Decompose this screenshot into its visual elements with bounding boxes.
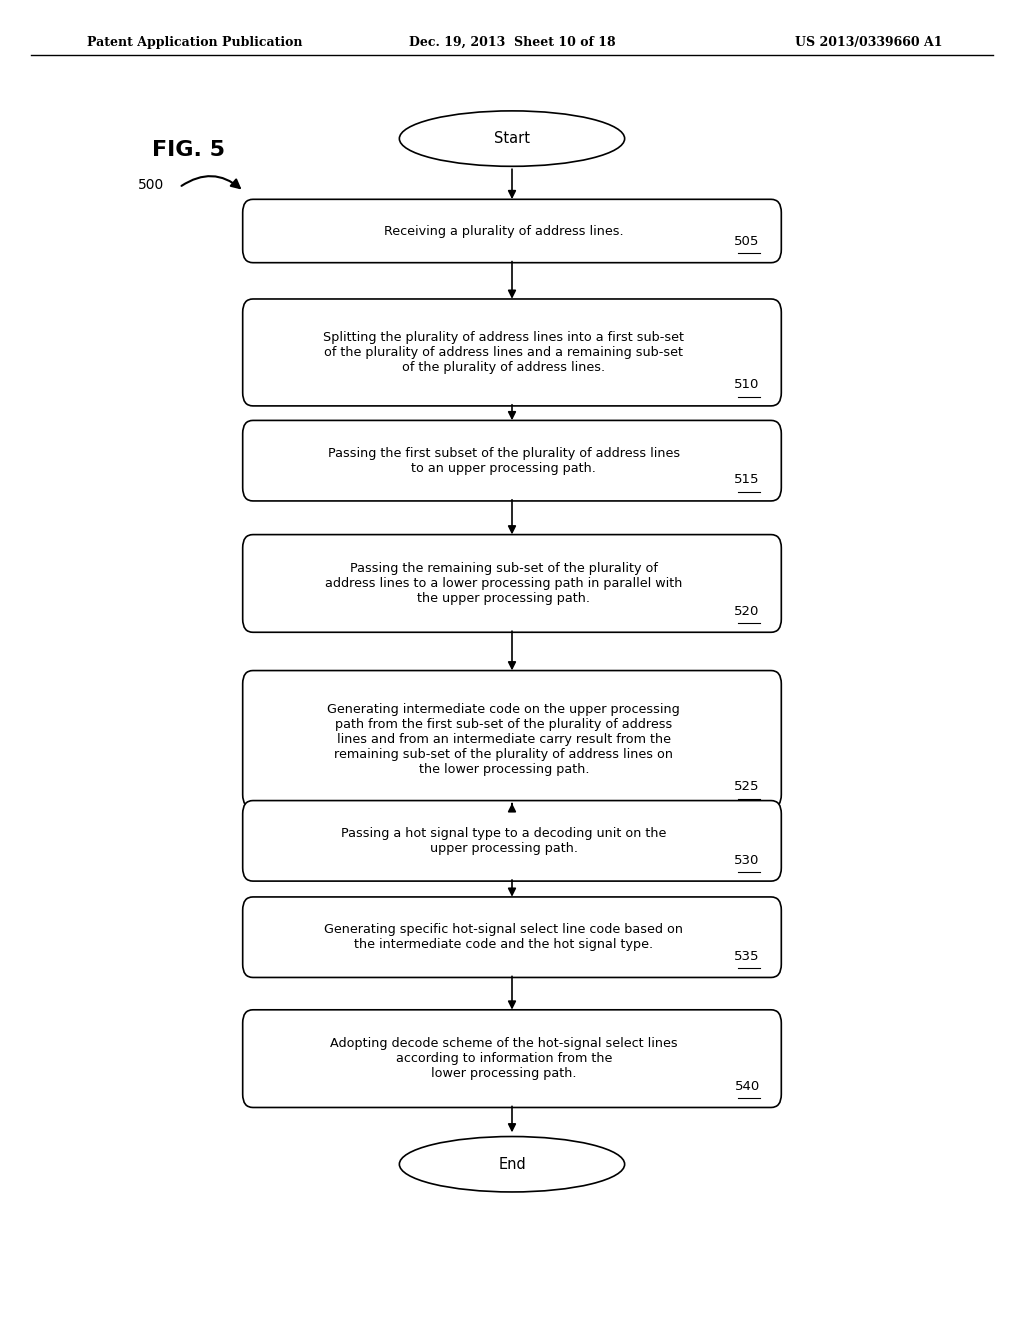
Ellipse shape xyxy=(399,111,625,166)
FancyBboxPatch shape xyxy=(243,199,781,263)
FancyBboxPatch shape xyxy=(243,671,781,808)
Text: 500: 500 xyxy=(138,178,165,191)
Text: Generating intermediate code on the upper processing
path from the first sub-set: Generating intermediate code on the uppe… xyxy=(328,702,680,776)
Text: FIG. 5: FIG. 5 xyxy=(152,140,224,161)
Text: 510: 510 xyxy=(734,379,760,391)
Text: 530: 530 xyxy=(734,854,760,867)
Text: 505: 505 xyxy=(734,235,760,248)
Text: Patent Application Publication: Patent Application Publication xyxy=(87,36,302,49)
Text: 515: 515 xyxy=(734,474,760,486)
Text: 520: 520 xyxy=(734,605,760,618)
Text: Passing the first subset of the plurality of address lines
to an upper processin: Passing the first subset of the pluralit… xyxy=(328,446,680,475)
FancyBboxPatch shape xyxy=(243,300,781,407)
Text: US 2013/0339660 A1: US 2013/0339660 A1 xyxy=(795,36,942,49)
Text: End: End xyxy=(498,1156,526,1172)
Text: 535: 535 xyxy=(734,950,760,964)
Text: Dec. 19, 2013  Sheet 10 of 18: Dec. 19, 2013 Sheet 10 of 18 xyxy=(409,36,615,49)
FancyBboxPatch shape xyxy=(243,420,781,500)
FancyArrowPatch shape xyxy=(181,176,240,187)
FancyBboxPatch shape xyxy=(243,800,781,882)
Text: Splitting the plurality of address lines into a first sub-set
of the plurality o: Splitting the plurality of address lines… xyxy=(324,331,684,374)
FancyBboxPatch shape xyxy=(243,898,781,977)
Text: Passing the remaining sub-set of the plurality of
address lines to a lower proce: Passing the remaining sub-set of the plu… xyxy=(326,562,682,605)
Text: Generating specific hot-signal select line code based on
the intermediate code a: Generating specific hot-signal select li… xyxy=(325,923,683,952)
Text: 525: 525 xyxy=(734,780,760,793)
FancyBboxPatch shape xyxy=(243,1010,781,1107)
Text: Adopting decode scheme of the hot-signal select lines
according to information f: Adopting decode scheme of the hot-signal… xyxy=(330,1038,678,1080)
Text: Receiving a plurality of address lines.: Receiving a plurality of address lines. xyxy=(384,224,624,238)
Ellipse shape xyxy=(399,1137,625,1192)
Text: 540: 540 xyxy=(734,1080,760,1093)
FancyBboxPatch shape xyxy=(243,535,781,632)
Text: Start: Start xyxy=(494,131,530,147)
Text: Passing a hot signal type to a decoding unit on the
upper processing path.: Passing a hot signal type to a decoding … xyxy=(341,826,667,855)
